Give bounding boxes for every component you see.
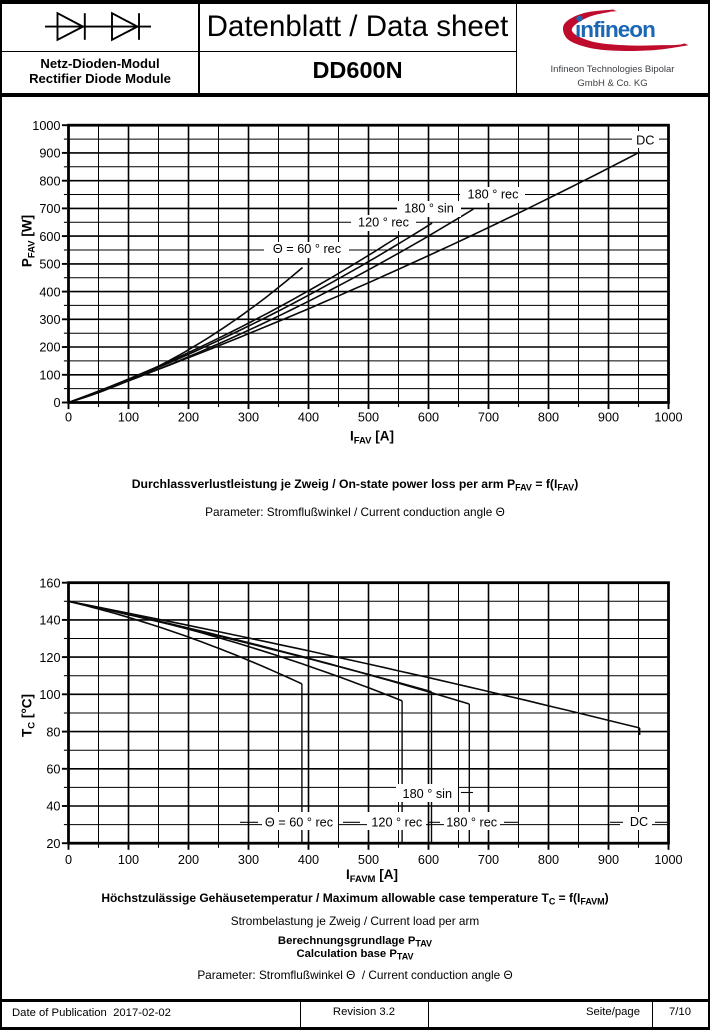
svg-text:500: 500 (358, 853, 379, 867)
svg-text:900: 900 (39, 147, 60, 161)
svg-text:180 ° rec: 180 ° rec (468, 188, 520, 202)
svg-text:700: 700 (39, 202, 60, 216)
svg-text:600: 600 (418, 853, 439, 867)
svg-text:PFAV [W]: PFAV [W] (20, 215, 38, 267)
svg-text:600: 600 (418, 411, 439, 425)
svg-text:400: 400 (298, 853, 319, 867)
svg-text:60: 60 (46, 763, 60, 777)
svg-text:200: 200 (39, 341, 60, 355)
svg-text:Θ = 60 ° rec: Θ = 60 ° rec (265, 816, 334, 830)
svg-text:120 ° rec: 120 ° rec (371, 816, 423, 830)
svg-text:700: 700 (478, 853, 499, 867)
svg-text:400: 400 (298, 411, 319, 425)
svg-text:100: 100 (39, 688, 60, 702)
svg-text:0: 0 (65, 853, 72, 867)
svg-text:200: 200 (178, 853, 199, 867)
svg-text:1000: 1000 (654, 853, 682, 867)
svg-text:TC [°C]: TC [°C] (20, 694, 38, 737)
svg-text:300: 300 (238, 411, 259, 425)
svg-text:200: 200 (178, 411, 199, 425)
svg-text:80: 80 (46, 725, 60, 739)
svg-text:0: 0 (53, 396, 60, 410)
svg-text:300: 300 (39, 313, 60, 327)
svg-text:800: 800 (538, 411, 559, 425)
svg-text:140: 140 (39, 614, 60, 628)
svg-text:180 ° rec: 180 ° rec (446, 816, 498, 830)
svg-text:IFAV [A]: IFAV [A] (350, 428, 394, 446)
svg-text:180 ° sin: 180 ° sin (404, 202, 454, 216)
svg-text:20: 20 (46, 837, 60, 851)
svg-text:Θ = 60 ° rec: Θ = 60 ° rec (273, 242, 342, 256)
svg-text:600: 600 (39, 230, 60, 244)
svg-text:180 ° sin: 180 ° sin (403, 787, 453, 801)
svg-text:ınfineon: ınfineon (575, 17, 655, 42)
svg-text:300: 300 (238, 853, 259, 867)
svg-text:1000: 1000 (654, 411, 682, 425)
svg-text:900: 900 (598, 853, 619, 867)
svg-text:800: 800 (538, 853, 559, 867)
svg-text:0: 0 (65, 411, 72, 425)
svg-text:900: 900 (598, 411, 619, 425)
svg-text:500: 500 (358, 411, 379, 425)
svg-text:DC: DC (630, 815, 648, 829)
svg-text:1000: 1000 (32, 119, 60, 133)
svg-text:100: 100 (118, 411, 139, 425)
svg-text:120: 120 (39, 651, 60, 665)
svg-text:DC: DC (636, 133, 654, 147)
svg-text:120 ° rec: 120 ° rec (358, 216, 410, 230)
svg-text:100: 100 (39, 369, 60, 383)
svg-text:160: 160 (39, 576, 60, 590)
svg-text:IFAVM [A]: IFAVM [A] (346, 867, 398, 885)
svg-text:500: 500 (39, 258, 60, 272)
svg-text:800: 800 (39, 174, 60, 188)
svg-text:100: 100 (118, 853, 139, 867)
svg-text:700: 700 (478, 411, 499, 425)
svg-text:400: 400 (39, 285, 60, 299)
svg-text:40: 40 (46, 800, 60, 814)
